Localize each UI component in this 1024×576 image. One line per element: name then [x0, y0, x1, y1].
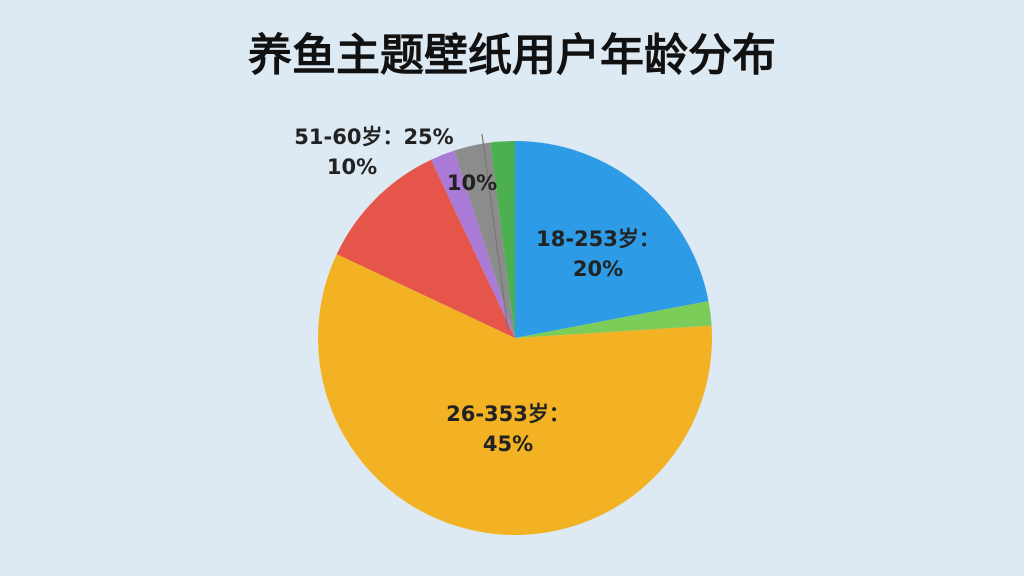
- pie-slice: [318, 254, 713, 536]
- pie-slice: [490, 141, 515, 338]
- annotation: 10%: [447, 171, 497, 195]
- leader-line: [481, 133, 509, 331]
- annotations: 18-253岁： 20% 26-353岁： 45% 51-60岁：25% 10% 10%: [294, 125, 660, 456]
- pie-slice: [515, 141, 709, 338]
- pie-slice: [454, 142, 515, 338]
- pie-slice: [431, 150, 515, 338]
- annotation: 10%: [327, 155, 377, 179]
- pie-slice: [336, 159, 515, 338]
- pie: [318, 141, 713, 536]
- annotation: 26-353岁：: [446, 402, 570, 426]
- annotation: 45%: [483, 432, 533, 456]
- annotation: 20%: [573, 257, 623, 281]
- chart-title: 养鱼主题壁纸用户年龄分布: [248, 30, 776, 81]
- annotation: 51-60岁：25%: [294, 125, 453, 149]
- pie-slice: [515, 301, 712, 338]
- annotation: 18-253岁：: [536, 227, 660, 251]
